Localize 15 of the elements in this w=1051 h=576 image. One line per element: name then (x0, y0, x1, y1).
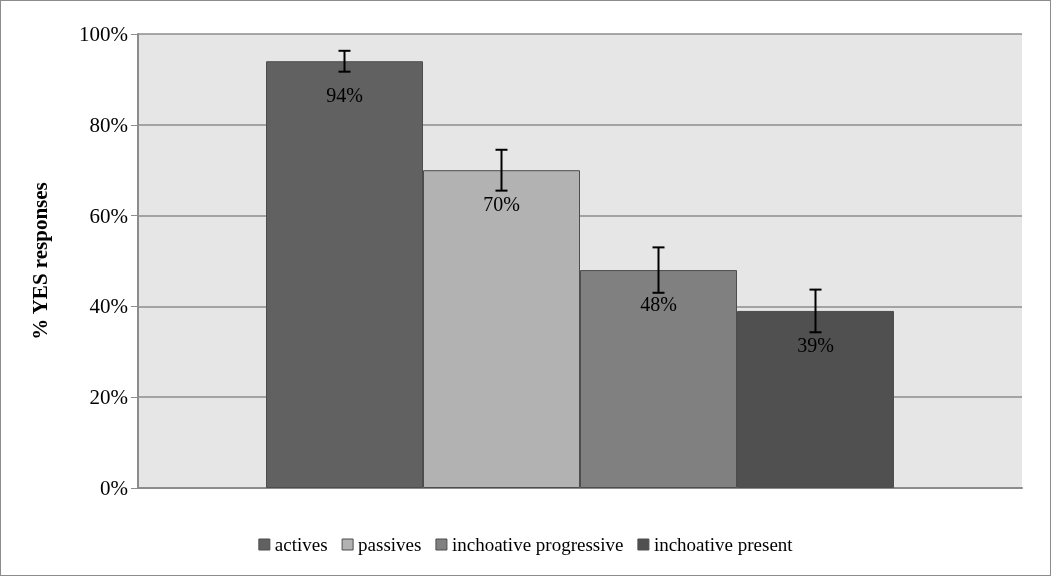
y-tick-label: 80% (89, 112, 128, 137)
data-label: 39% (797, 333, 834, 356)
data-label: 70% (483, 193, 520, 216)
data-label: 94% (326, 84, 363, 107)
y-tick-label: 40% (89, 294, 128, 319)
legend-label: inchoative progressive (451, 534, 624, 555)
legend-label: passives (358, 534, 422, 555)
y-tick-label: 60% (89, 203, 128, 228)
y-axis-title: % YES responses (27, 182, 52, 340)
y-tick-label: 0% (100, 476, 128, 500)
y-tick-label: 20% (89, 385, 128, 410)
legend-label: actives (274, 534, 328, 555)
legend-label: inchoative present (653, 534, 794, 555)
data-label: 48% (640, 293, 677, 316)
y-tick-label: 100% (79, 22, 128, 46)
